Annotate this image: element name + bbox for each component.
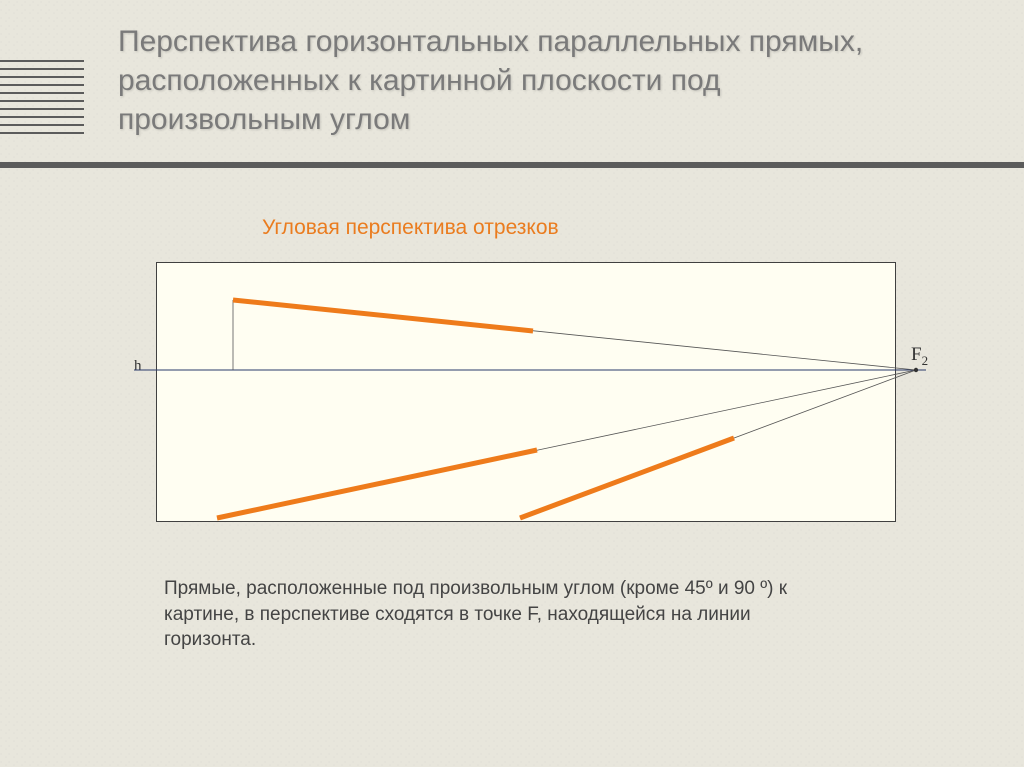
slide-title: Перспектива горизонтальных параллельных …	[118, 22, 918, 139]
decor-lines	[0, 60, 84, 140]
diagram: h F2	[128, 262, 896, 522]
slide-subtitle: Угловая перспектива отрезков	[262, 216, 559, 240]
caption-text: Прямые, расположенные под произвольным у…	[164, 576, 804, 653]
divider-bar	[0, 162, 1024, 168]
diagram-svg	[128, 262, 928, 522]
